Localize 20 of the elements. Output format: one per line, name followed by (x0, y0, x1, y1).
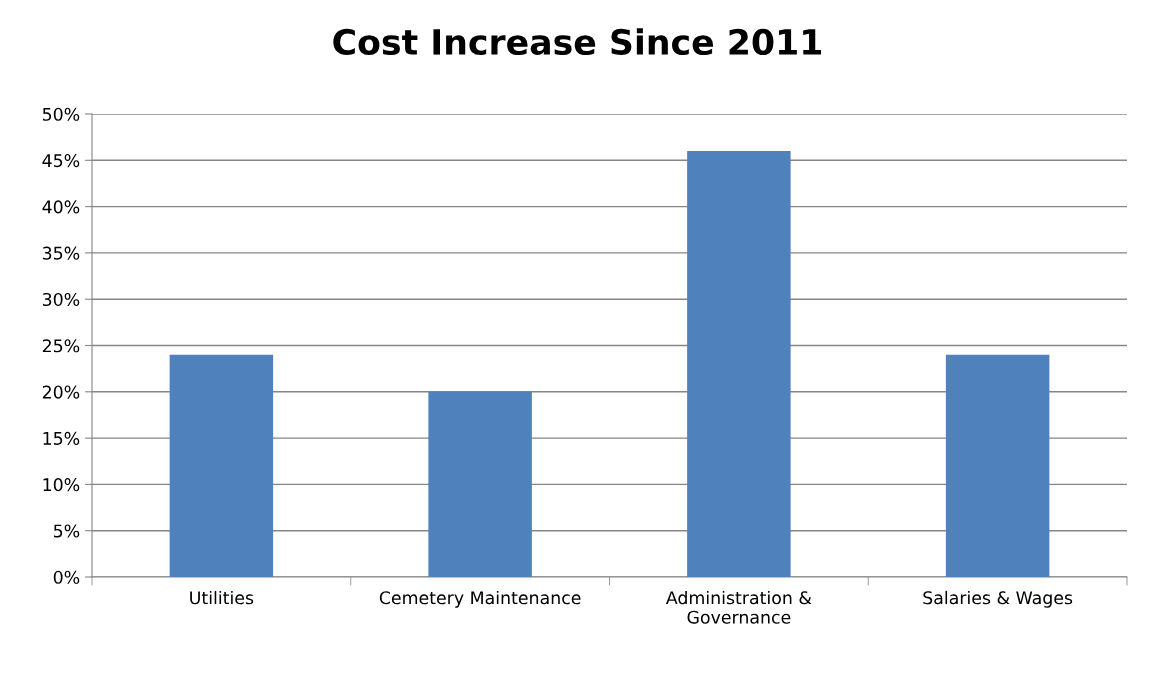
bar (687, 151, 791, 577)
x-tick-label: Salaries & Wages (923, 590, 1073, 608)
bar (428, 391, 532, 577)
y-tick-label: 15% (43, 431, 80, 445)
chart-title: Cost Increase Since 2011 (333, 28, 822, 56)
x-tick-label: Cemetery Maintenance (379, 590, 581, 608)
y-tick-label: 20% (42, 385, 80, 399)
y-tick-label: 30% (42, 292, 80, 307)
y-tick-label: 0% (53, 570, 80, 584)
bar (169, 354, 274, 577)
y-tick-label: 25% (42, 339, 80, 353)
x-tick-label: Utilities (190, 590, 254, 605)
y-tick-label: 10% (43, 478, 80, 492)
y-tick-label: 40% (42, 200, 80, 214)
y-tick-label: 35% (42, 246, 80, 260)
bar (945, 354, 1050, 577)
y-tick-label: 50% (42, 107, 80, 121)
x-tick-label: Administration & Governance (665, 590, 812, 624)
y-tick-label: 45% (42, 154, 80, 168)
y-tick-label: 5% (53, 524, 80, 538)
